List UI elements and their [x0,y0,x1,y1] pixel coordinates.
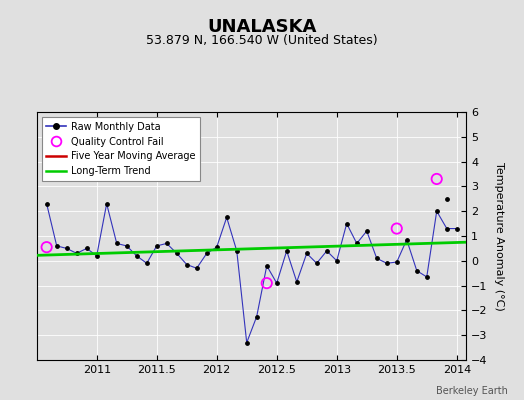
Point [133,253,141,259]
Point [203,250,211,256]
Point [42,244,51,250]
Point [213,244,221,250]
Point [263,280,271,286]
Point [123,243,131,249]
Point [343,220,351,227]
Point [233,248,241,254]
Point [432,176,441,182]
Point [443,196,451,202]
Point [292,279,301,285]
Point [302,250,311,256]
Point [392,225,401,232]
Point [52,243,61,249]
Point [223,214,231,221]
Point [72,250,81,256]
Point [103,200,111,207]
Point [83,245,91,252]
Text: UNALASKA: UNALASKA [208,18,316,36]
Point [62,245,71,252]
Point [453,225,461,232]
Point [182,261,191,268]
Point [373,255,381,262]
Point [272,280,281,286]
Point [253,314,261,320]
Point [422,274,431,280]
Point [113,240,121,247]
Point [333,258,341,264]
Point [432,208,441,214]
Point [192,265,201,272]
Point [353,240,361,247]
Point [402,236,411,243]
Point [312,260,321,266]
Y-axis label: Temperature Anomaly (°C): Temperature Anomaly (°C) [494,162,505,310]
Point [93,253,101,259]
Point [282,248,291,254]
Point [143,260,151,266]
Point [383,260,391,266]
Point [363,228,371,234]
Point [412,268,421,274]
Point [172,250,181,256]
Point [243,340,251,346]
Point [152,243,161,249]
Legend: Raw Monthly Data, Quality Control Fail, Five Year Moving Average, Long-Term Tren: Raw Monthly Data, Quality Control Fail, … [41,117,200,181]
Text: Berkeley Earth: Berkeley Earth [436,386,508,396]
Text: 53.879 N, 166.540 W (United States): 53.879 N, 166.540 W (United States) [146,34,378,47]
Point [323,248,331,254]
Point [162,240,171,247]
Point [42,200,51,207]
Point [263,262,271,269]
Point [392,259,401,265]
Point [443,225,451,232]
